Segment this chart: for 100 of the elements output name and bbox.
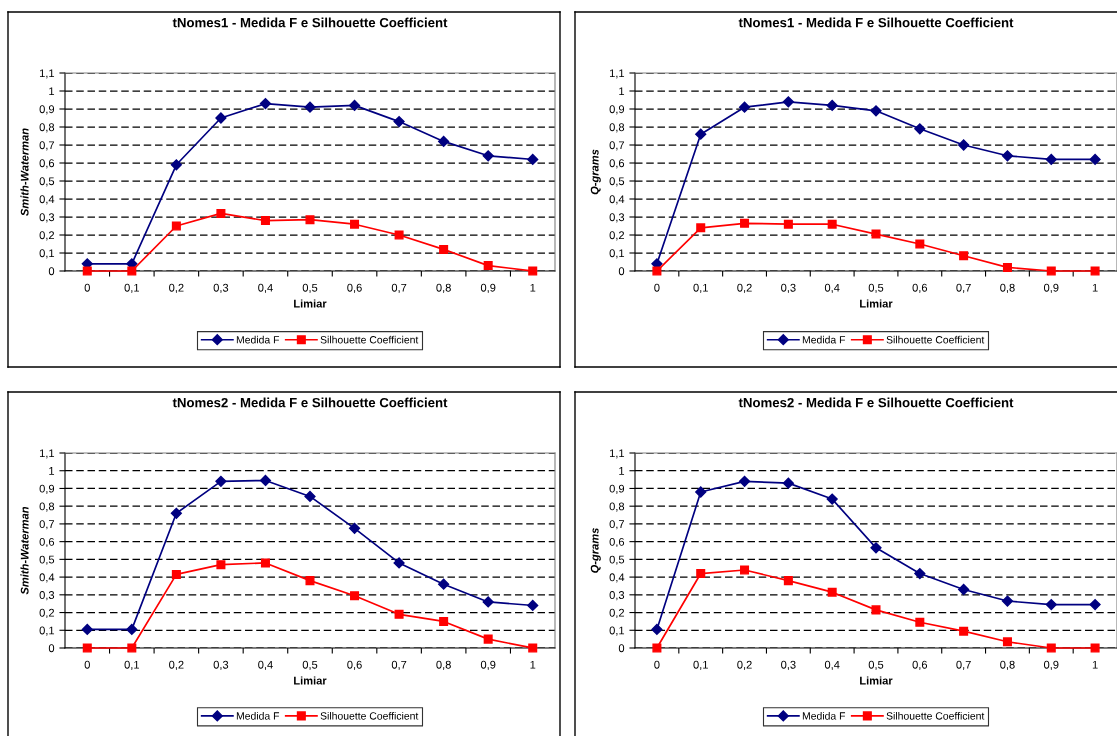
y-tick-label: 0,1 bbox=[609, 249, 625, 259]
x-axis-title: Limiar bbox=[860, 299, 893, 308]
y-tick-label: 0,9 bbox=[39, 105, 55, 115]
x-tick-label: 0,4 bbox=[258, 660, 273, 670]
x-tick-label: 0,6 bbox=[912, 283, 928, 293]
y-tick-label: 1 bbox=[49, 87, 55, 96]
point bbox=[695, 128, 707, 140]
point bbox=[1089, 153, 1101, 166]
point bbox=[81, 623, 93, 635]
x-tick-label: 0,5 bbox=[868, 283, 884, 293]
point bbox=[215, 475, 227, 487]
y-tick-label: 0,6 bbox=[39, 537, 55, 548]
x-tick-label: 0,5 bbox=[302, 660, 318, 670]
x-tick-label: 1 bbox=[530, 660, 536, 669]
y-tick-label: 0,5 bbox=[609, 177, 625, 187]
legend-label: Silhouette Coefficient bbox=[886, 335, 985, 344]
y-tick-label: 0,3 bbox=[39, 213, 55, 223]
point bbox=[394, 609, 404, 619]
point bbox=[651, 623, 663, 635]
x-tick-label: 0,4 bbox=[258, 283, 273, 293]
y-tick-label: 1,1 bbox=[609, 69, 625, 79]
y-tick-label: 0,6 bbox=[39, 159, 55, 169]
x-tick-label: 0,4 bbox=[824, 660, 840, 670]
point bbox=[1045, 153, 1057, 166]
y-tick-label: 0 bbox=[618, 644, 625, 653]
point bbox=[738, 101, 751, 113]
point bbox=[393, 115, 405, 128]
x-tick-label: 0,2 bbox=[169, 283, 184, 293]
x-tick-label: 0,9 bbox=[1043, 283, 1059, 293]
point bbox=[260, 216, 270, 226]
point bbox=[871, 229, 881, 239]
x-tick-label: 0,7 bbox=[956, 283, 971, 293]
x-tick-label: 0,3 bbox=[781, 660, 796, 670]
point bbox=[259, 97, 272, 110]
y-tick-label: 0,1 bbox=[39, 249, 55, 259]
point bbox=[782, 477, 794, 489]
point bbox=[260, 558, 270, 568]
point bbox=[305, 215, 315, 225]
point bbox=[527, 153, 539, 166]
point bbox=[783, 219, 793, 229]
y-tick-label: 0,6 bbox=[609, 537, 625, 548]
x-tick-label: 0 bbox=[84, 283, 90, 292]
chart-title: tNomes1 - Medida F e Silhouette Coefficient bbox=[172, 17, 448, 28]
y-axis-title: Smith-Waterman bbox=[20, 506, 29, 595]
y-tick-label: 0,6 bbox=[609, 159, 625, 169]
y-tick-label: 0,8 bbox=[39, 502, 55, 512]
point bbox=[1046, 266, 1056, 276]
x-tick-label: 0,6 bbox=[912, 660, 928, 670]
y-tick-label: 0,5 bbox=[39, 177, 55, 187]
point bbox=[528, 266, 538, 276]
x-tick-label: 1 bbox=[1092, 283, 1098, 292]
x-tick-label: 0,8 bbox=[1000, 283, 1015, 293]
point bbox=[348, 522, 361, 534]
point bbox=[696, 223, 706, 233]
point bbox=[652, 643, 662, 653]
legend-label: Medida F bbox=[802, 711, 846, 720]
y-tick-label: 0,5 bbox=[609, 555, 625, 565]
point bbox=[870, 105, 882, 117]
y-tick-label: 1 bbox=[619, 87, 625, 96]
x-tick-label: 0,6 bbox=[347, 660, 362, 670]
x-axis-title: Limiar bbox=[860, 676, 893, 685]
legend-label: Medida F bbox=[236, 335, 280, 344]
point bbox=[827, 587, 837, 597]
y-tick-label: 0,7 bbox=[609, 141, 625, 151]
x-tick-label: 1 bbox=[530, 283, 536, 292]
point bbox=[1002, 262, 1012, 272]
x-axis-title: Limiar bbox=[294, 299, 327, 308]
y-tick-label: 1,1 bbox=[39, 69, 55, 79]
y-tick-label: 0 bbox=[48, 267, 55, 276]
point bbox=[170, 507, 182, 519]
point bbox=[1089, 598, 1101, 611]
chart-title: tNomes2 - Medida F e Silhouette Coefficient bbox=[738, 397, 1014, 408]
x-tick-label: 0,8 bbox=[436, 283, 451, 293]
y-tick-label: 0,8 bbox=[609, 123, 625, 133]
x-tick-label: 0,2 bbox=[737, 660, 752, 670]
y-tick-label: 0,1 bbox=[39, 626, 55, 636]
point bbox=[216, 208, 226, 218]
point bbox=[527, 599, 539, 612]
point bbox=[826, 99, 838, 112]
point bbox=[216, 560, 226, 570]
point bbox=[959, 251, 969, 261]
y-axis-title: Smith-Waterman bbox=[20, 128, 29, 216]
point bbox=[82, 643, 92, 653]
point bbox=[482, 150, 494, 162]
point bbox=[740, 565, 750, 575]
y-tick-label: 1,1 bbox=[609, 449, 625, 459]
point bbox=[1001, 150, 1014, 162]
point bbox=[528, 643, 538, 653]
legend-label: Silhouette Coefficient bbox=[320, 335, 419, 344]
y-tick-label: 0,4 bbox=[609, 573, 625, 583]
y-tick-label: 0,7 bbox=[39, 520, 55, 530]
y-axis-title: Q-grams bbox=[590, 528, 601, 573]
point bbox=[350, 591, 360, 601]
point bbox=[740, 218, 750, 228]
x-tick-label: 0 bbox=[654, 660, 660, 669]
x-tick-label: 0,5 bbox=[302, 283, 318, 293]
point bbox=[695, 486, 707, 498]
y-tick-label: 0,2 bbox=[39, 231, 55, 241]
x-tick-label: 0,9 bbox=[480, 660, 496, 670]
point bbox=[483, 261, 493, 271]
